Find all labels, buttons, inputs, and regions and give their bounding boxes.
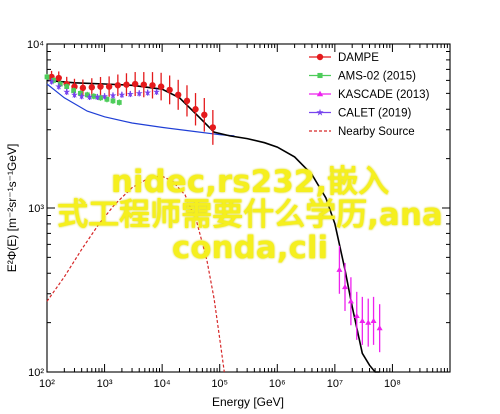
- ams-02-2015-point: [71, 88, 77, 93]
- ams-02-2015-point: [44, 74, 50, 80]
- calet-2019-point: [118, 91, 126, 98]
- dampe-point: [105, 83, 113, 90]
- calet-2019-point: [48, 78, 55, 85]
- legend: DAMPE AMS-02 (2015) KASCADE (2013) CALET (2…: [309, 52, 430, 138]
- x-tick-label: 10³: [97, 378, 113, 390]
- calet-2019-point: [126, 90, 134, 97]
- overlay-line-2: 式工程师需要什么学历,ana: [57, 197, 443, 233]
- dampe-point: [157, 83, 165, 90]
- ams-02-2015-point: [77, 90, 83, 96]
- x-tick-label: 10⁷: [327, 378, 343, 390]
- legend-label-calet-2019: CALET (2019): [338, 108, 411, 120]
- y-tick-label: 10⁴: [27, 39, 44, 51]
- kascade-2013-point: [365, 319, 372, 325]
- legend-label-ams-02-2015: AMS-02 (2015): [338, 71, 416, 83]
- x-tick-label: 10⁸: [384, 378, 401, 390]
- ams-02-2015-point: [91, 93, 97, 99]
- dampe-point: [209, 124, 217, 131]
- y-tick-label: 10³: [28, 203, 44, 215]
- kascade-2013-point: [347, 298, 354, 304]
- kascade-2013-point: [341, 283, 348, 290]
- kascade-2013-point: [376, 325, 383, 331]
- dampe-point: [131, 80, 139, 88]
- y-axis-label: E²Φ(E) [m⁻²sr⁻¹s⁻¹GeV]: [5, 144, 19, 273]
- ams-02-2015-point: [110, 98, 116, 104]
- ams-02-2015-point: [51, 77, 56, 83]
- calet-2019-point: [101, 92, 108, 100]
- calet-2019-point: [71, 91, 78, 98]
- dampe-point: [79, 84, 87, 92]
- dampe-point: [149, 82, 156, 89]
- dampe-point: [201, 111, 208, 119]
- x-tick-labels: 10² 10³ 10⁴ 10⁵ 10⁶ 10⁷ 10⁸: [39, 378, 401, 390]
- dampe-point: [183, 97, 191, 105]
- x-axis-label: Energy [GeV]: [212, 395, 284, 409]
- legend-marker-ams-02-2015: [317, 72, 323, 79]
- legend-label-kascade-2013: KASCADE (2013): [338, 89, 430, 101]
- legend-marker-dampe: [316, 53, 324, 61]
- calet-2019-point: [144, 89, 152, 96]
- legend-marker-kascade-2013: [316, 90, 324, 97]
- dampe-point: [123, 81, 130, 88]
- kascade-2013-point: [370, 317, 377, 323]
- calet-2019-point: [86, 93, 93, 100]
- ams-02-2015-point: [104, 96, 110, 102]
- dampe-point: [55, 74, 62, 82]
- ams-02-2015-point: [116, 100, 122, 105]
- nearby-source-curve: [46, 175, 225, 373]
- calet-2019-point: [109, 91, 117, 99]
- dampe-point: [140, 81, 147, 88]
- ams-02-2015-point: [84, 92, 90, 98]
- dampe-point: [97, 83, 104, 90]
- dampe-point: [166, 86, 173, 94]
- kascade-2013-point: [359, 317, 366, 323]
- calet-2019-point: [153, 88, 160, 95]
- kascade-2013-point: [353, 312, 360, 318]
- calet-2019-point: [94, 93, 101, 100]
- x-tick-label: 10⁵: [211, 378, 228, 390]
- x-tick-label: 10⁶: [269, 378, 286, 390]
- axis-ticks: [46, 43, 451, 373]
- calet-2019-point: [135, 89, 143, 97]
- dampe-point: [114, 82, 122, 89]
- calet-2019-point: [63, 88, 71, 95]
- legend-label-nearby-source: Nearby Source: [338, 126, 415, 138]
- calet-2019-point: [78, 92, 86, 100]
- data-points: [44, 70, 383, 353]
- kascade-2013-point: [336, 266, 343, 272]
- ams-02-2015-point: [57, 81, 63, 87]
- overlay-line-3: conda,cli: [171, 230, 329, 266]
- legend-label-dampe: DAMPE: [338, 52, 379, 64]
- x-tick-label: 10²: [39, 378, 55, 390]
- dampe-point: [88, 84, 95, 91]
- y-tick-labels: 10² 10³ 10⁴: [27, 39, 44, 379]
- y-tick-label: 10²: [28, 367, 44, 379]
- ams-02-2015-point: [98, 95, 103, 101]
- calet-2019-point: [55, 83, 63, 90]
- ams-02-2015-point: [64, 84, 70, 89]
- dampe-point: [192, 106, 199, 113]
- overlay-line-1: nidec,rs232,嵌入: [110, 164, 390, 200]
- dampe-point: [174, 91, 182, 99]
- legend-marker-calet-2019: [316, 108, 324, 116]
- background-flux-curve: [46, 83, 235, 137]
- x-tick-label: 10⁴: [154, 378, 171, 390]
